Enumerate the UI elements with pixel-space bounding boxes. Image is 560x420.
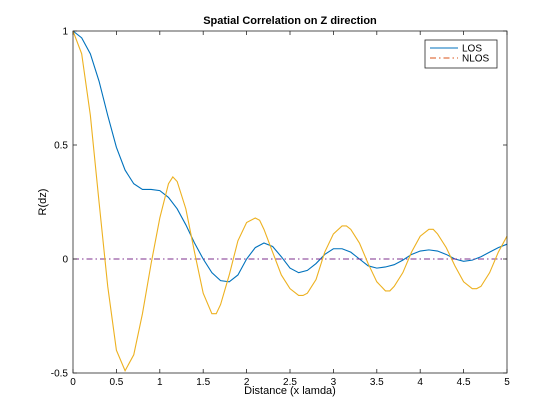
y-tick-label: -0.5: [51, 369, 69, 380]
x-tick-label: 2: [244, 377, 250, 388]
x-tick-label: 2.5: [283, 377, 297, 388]
chart-title: Spatial Correlation on Z direction: [203, 15, 377, 27]
ticks-layer: 0 0.5 1 1.5 2 2.5 3 3.5 4 4.5 5-0.500.51: [51, 27, 510, 389]
legend-label-nlos: NLOS: [462, 54, 490, 65]
x-tick-label: 4: [417, 377, 423, 388]
x-tick-label: 1: [157, 377, 163, 388]
y-tick-label: 0: [62, 255, 68, 266]
series-line-unlabeled-3: [72, 30, 508, 372]
y-tick-label: 0.5: [54, 141, 68, 152]
x-tick-label: 4.5: [457, 377, 471, 388]
x-tick-label: 0.5: [109, 377, 123, 388]
series-line-los: [72, 30, 508, 283]
y-axis-label: R(dz): [37, 189, 49, 216]
legend-box: [424, 39, 498, 69]
x-axis-label: Distance (x lamda): [244, 385, 336, 397]
legend-label-los: LOS: [462, 44, 482, 55]
x-tick-label: 0: [70, 377, 76, 388]
x-tick-label: 3.5: [370, 377, 384, 388]
x-tick-label: 3: [331, 377, 337, 388]
plot-area: [73, 31, 507, 373]
series-layer: [72, 30, 508, 372]
x-tick-label: 5: [504, 377, 510, 388]
x-tick-label: 1.5: [196, 377, 210, 388]
y-tick-label: 1: [62, 27, 68, 38]
